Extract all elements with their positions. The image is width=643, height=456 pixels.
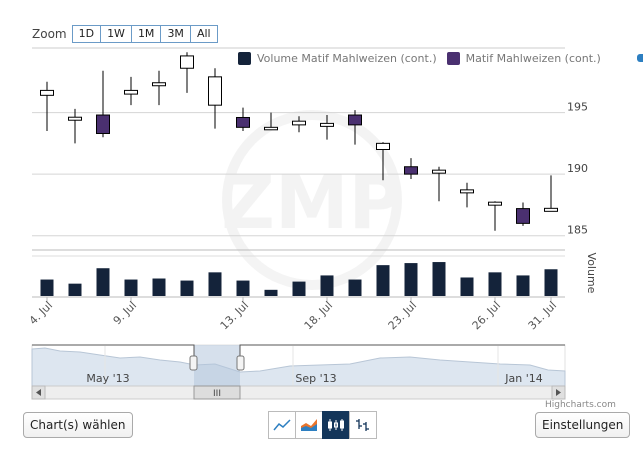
x-tick-label: 31. Jul (526, 299, 559, 332)
volume-bar[interactable] (68, 283, 82, 296)
navigator-label-sep: Sep '13 (295, 372, 336, 385)
candle[interactable] (180, 52, 194, 93)
volume-bar[interactable] (124, 279, 138, 296)
scrollbar-track[interactable] (31, 385, 566, 400)
volume-bar[interactable] (320, 275, 334, 296)
legend-swatch-price (446, 52, 460, 65)
volume-bar[interactable] (40, 279, 54, 296)
candle[interactable] (320, 115, 334, 140)
x-tick-label: 13. Jul (218, 299, 251, 332)
zoom-3m-button[interactable]: 3M (160, 25, 191, 43)
volume-bar[interactable] (460, 277, 474, 296)
navigator-label-may: May '13 (86, 372, 129, 385)
volume-axis-title: Volume (585, 253, 598, 294)
candle[interactable] (96, 70, 110, 138)
chart-type-selector (268, 411, 377, 439)
arrow-right-icon (556, 389, 561, 396)
zoom-selector: Zoom 1D 1W 1M 3M All (32, 24, 218, 44)
volume-series (40, 262, 558, 296)
zoom-1m-button[interactable]: 1M (130, 25, 162, 43)
chart-select-button[interactable]: Chart(s) wählen (23, 412, 133, 438)
candle[interactable] (488, 201, 502, 231)
y-tick-label: 195 (567, 101, 588, 114)
candle[interactable] (152, 70, 166, 106)
legend-swatch-volume (238, 52, 251, 65)
candle[interactable] (376, 142, 390, 181)
ohlc-icon (356, 419, 369, 431)
x-tick-label: 4. Jul (27, 299, 55, 327)
legend-label-volume: Volume Matif Mahlweizen (cont.) (257, 52, 437, 65)
arrow-left-icon (36, 389, 41, 396)
line-chart-button[interactable] (268, 411, 296, 439)
volume-bar[interactable] (488, 272, 502, 296)
y-axis-labels: 195 190 185 (567, 101, 588, 237)
volume-bar[interactable] (404, 263, 418, 296)
x-tick-label: 26. Jul (470, 299, 503, 332)
x-axis-labels: 4. Jul 9. Jul 13. Jul 18. Jul 23. Jul 26. Jul… (27, 297, 559, 332)
navigator[interactable]: May '13 Sep '13 Jan '14 (31, 344, 566, 387)
area-chart-button[interactable] (295, 411, 323, 439)
grid-lines (32, 112, 565, 237)
scrollbar-grip: III (213, 389, 221, 399)
candle[interactable] (68, 108, 82, 144)
zoom-label: Zoom (32, 27, 67, 41)
area-chart-icon (301, 419, 317, 431)
volume-bar[interactable] (544, 269, 558, 296)
candlestick-chart-button[interactable] (322, 411, 350, 439)
candle[interactable] (236, 107, 250, 132)
navigator-area (31, 347, 566, 387)
line-chart-icon (273, 419, 291, 431)
zoom-1d-button[interactable]: 1D (71, 25, 102, 43)
candle[interactable] (264, 112, 278, 131)
watermark-logo: ZMP (221, 110, 403, 290)
volume-bar[interactable] (292, 281, 306, 296)
y-tick-label: 185 (567, 224, 588, 237)
candle[interactable] (544, 175, 558, 212)
volume-bar[interactable] (152, 278, 166, 296)
x-tick-label: 23. Jul (386, 299, 419, 332)
navigator-left-handle[interactable] (189, 355, 198, 371)
candle[interactable] (404, 158, 418, 180)
navigator-right-handle[interactable] (236, 355, 245, 371)
navigator-selected-range (194, 345, 240, 386)
side-marker (637, 54, 643, 62)
chart-legend: Volume Matif Mahlweizen (cont.) Matif Ma… (238, 52, 611, 65)
settings-button[interactable]: Einstellungen (535, 412, 631, 438)
volume-bar[interactable] (236, 280, 250, 296)
x-tick-label: 18. Jul (302, 299, 335, 332)
volume-bar[interactable] (180, 280, 194, 296)
candle-series (40, 52, 558, 231)
candle[interactable] (292, 116, 306, 133)
candle[interactable] (40, 81, 54, 132)
candle[interactable] (516, 202, 530, 226)
candle[interactable] (124, 76, 138, 106)
volume-bar[interactable] (96, 268, 110, 296)
volume-bar[interactable] (516, 275, 530, 296)
candle[interactable] (432, 166, 446, 202)
x-tick-label: 9. Jul (111, 299, 139, 327)
y-tick-label: 190 (567, 162, 588, 175)
navigator-label-jan: Jan '14 (504, 372, 542, 385)
zoom-all-button[interactable]: All (189, 25, 218, 43)
volume-bar[interactable] (348, 279, 362, 296)
volume-bar[interactable] (208, 272, 222, 296)
svg-text:ZMP: ZMP (221, 160, 403, 246)
legend-item-volume[interactable]: Volume Matif Mahlweizen (cont.) (238, 52, 437, 65)
highcharts-credit[interactable]: Highcharts.com (545, 400, 616, 410)
ohlc-chart-button[interactable] (349, 411, 377, 439)
scrollbar[interactable]: III (31, 385, 566, 400)
candlestick-icon (328, 419, 344, 431)
legend-label-price: Matif Mahlweizen (cont.) (465, 52, 601, 65)
candle[interactable] (460, 182, 474, 208)
candle[interactable] (208, 68, 222, 129)
scrollbar-thumb[interactable] (193, 385, 241, 400)
volume-bar[interactable] (432, 262, 446, 296)
volume-bar[interactable] (376, 265, 390, 296)
volume-bar[interactable] (264, 289, 278, 296)
legend-item-price[interactable]: Matif Mahlweizen (cont.) (446, 52, 601, 65)
candle[interactable] (348, 110, 362, 145)
